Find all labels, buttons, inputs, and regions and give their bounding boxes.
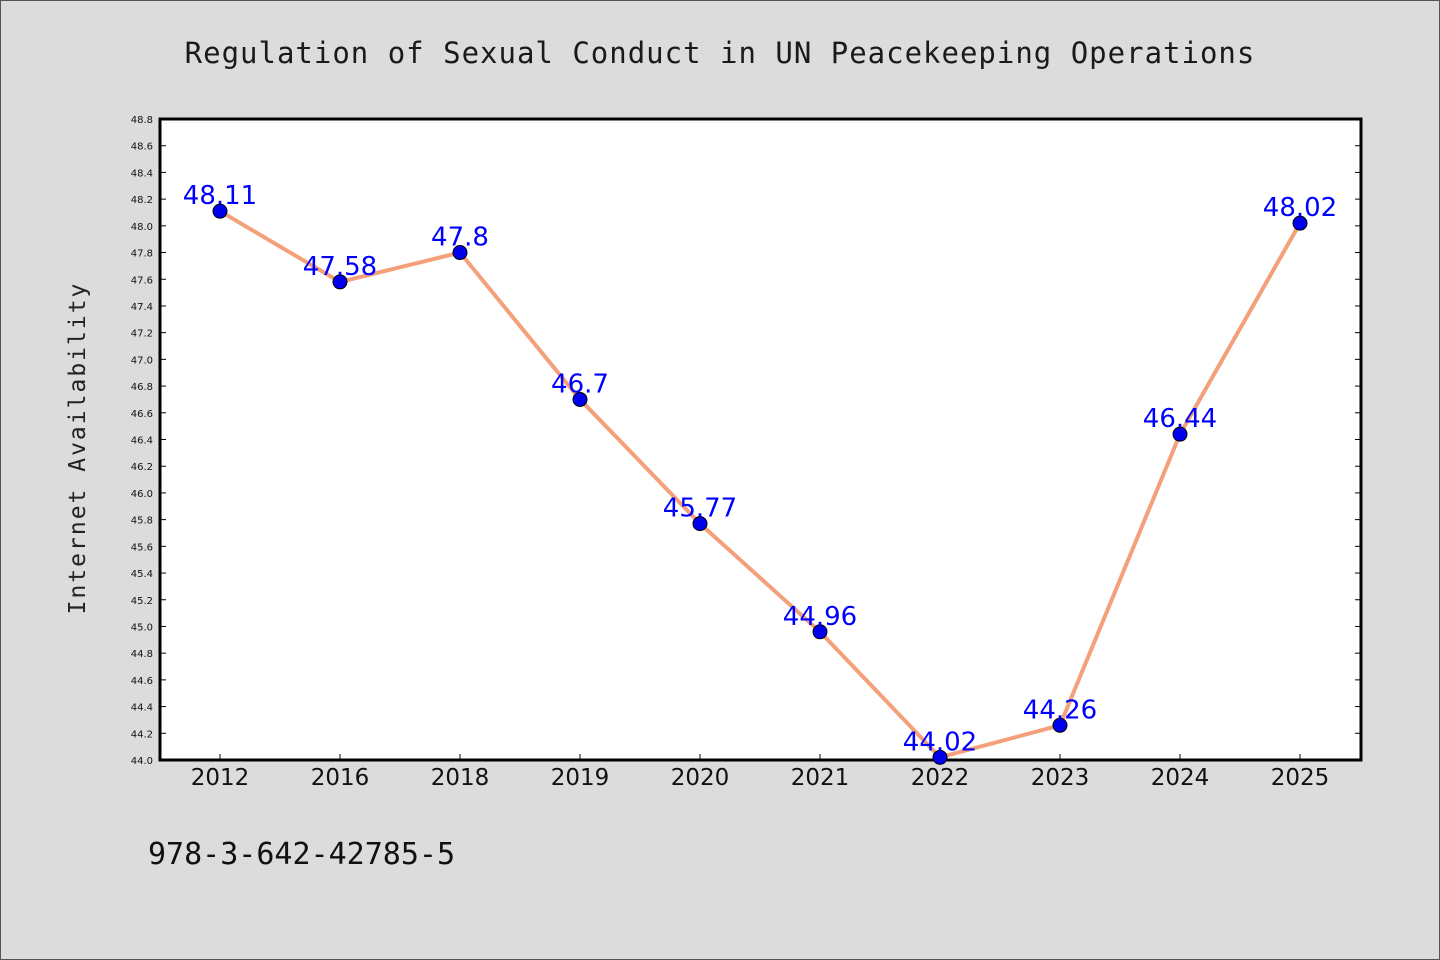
data-label: 45.77 (663, 494, 737, 524)
y-tick-label: 46.0 (131, 489, 153, 500)
x-tick-label: 2022 (911, 765, 970, 791)
y-tick-label: 44.8 (131, 649, 153, 660)
series-line (218, 209, 1302, 760)
data-label: 48.11 (183, 181, 257, 211)
y-tick-label: 45.4 (131, 569, 153, 580)
data-label: 47.58 (303, 252, 377, 282)
y-tick-label: 47.4 (131, 302, 153, 313)
x-tick-label: 2020 (671, 765, 730, 791)
data-point (692, 516, 708, 532)
y-tick-label: 45.8 (131, 516, 153, 527)
y-tick-label: 46.8 (131, 382, 153, 393)
y-tick-label: 44.0 (131, 756, 153, 767)
y-tick-label: 45.2 (131, 596, 153, 607)
y-tick-label: 45.6 (131, 542, 153, 553)
y-tick-label: 47.0 (131, 355, 153, 366)
data-label: 46.7 (551, 369, 609, 399)
data-point (332, 274, 348, 290)
x-axis: 2012 2016 2018 2019 2020 2021 2022 2023 2024 2025 (191, 754, 1330, 791)
y-tick-label: 44.4 (131, 703, 153, 714)
series-group: 48.11 47.58 47.8 46.7 45.77 44.96 44.02 44.26 46… (183, 181, 1337, 765)
data-label: 44.26 (1023, 695, 1097, 725)
x-tick-label: 2024 (1151, 765, 1210, 791)
y-tick-label: 48.6 (131, 142, 153, 153)
chart-title: Regulation of Sexual Conduct in UN Peace… (185, 36, 1256, 70)
x-tick-label: 2023 (1031, 765, 1090, 791)
y-tick-label: 44.6 (131, 676, 153, 687)
y-tick-label: 48.2 (131, 195, 153, 206)
data-label: 46.44 (1143, 404, 1217, 434)
y-tick-label: 44.2 (131, 729, 153, 740)
x-tick-label: 2018 (431, 765, 490, 791)
data-point (452, 245, 468, 261)
y-tick-label: 48.0 (131, 222, 153, 233)
data-point (932, 749, 948, 765)
y-tick-label: 46.4 (131, 436, 153, 447)
x-tick-label: 2025 (1271, 765, 1330, 791)
data-point (1052, 717, 1068, 733)
data-point (212, 203, 228, 219)
y-axis: 44.0 44.2 44.4 44.6 44.8 45.0 45.2 45.4 45.6 45.8… (131, 115, 1361, 767)
y-tick-label: 48.4 (131, 168, 153, 179)
y-axis-label: Internet Availability (65, 282, 91, 615)
y-tick-label: 47.2 (131, 329, 153, 340)
data-label: 44.96 (783, 602, 857, 632)
x-tick-label: 2012 (191, 765, 250, 791)
data-point (1292, 215, 1308, 231)
data-label: 44.02 (903, 727, 977, 757)
data-label: 48.02 (1263, 193, 1337, 223)
data-label: 47.8 (431, 223, 489, 253)
x-tick-label: 2019 (551, 765, 610, 791)
x-tick-label: 2016 (311, 765, 370, 791)
y-tick-label: 46.2 (131, 462, 153, 473)
y-tick-label: 46.6 (131, 409, 153, 420)
y-tick-label: 47.8 (131, 249, 153, 260)
plot-area (158, 117, 1363, 762)
y-tick-label: 45.0 (131, 622, 153, 633)
x-tick-label: 2021 (791, 765, 850, 791)
data-point (572, 391, 588, 407)
footer-isbn: 978-3-642-42785-5 (148, 837, 455, 872)
y-tick-label: 47.6 (131, 275, 153, 286)
y-tick-label: 48.8 (131, 115, 153, 126)
data-point (812, 624, 828, 640)
data-point (1172, 426, 1188, 442)
